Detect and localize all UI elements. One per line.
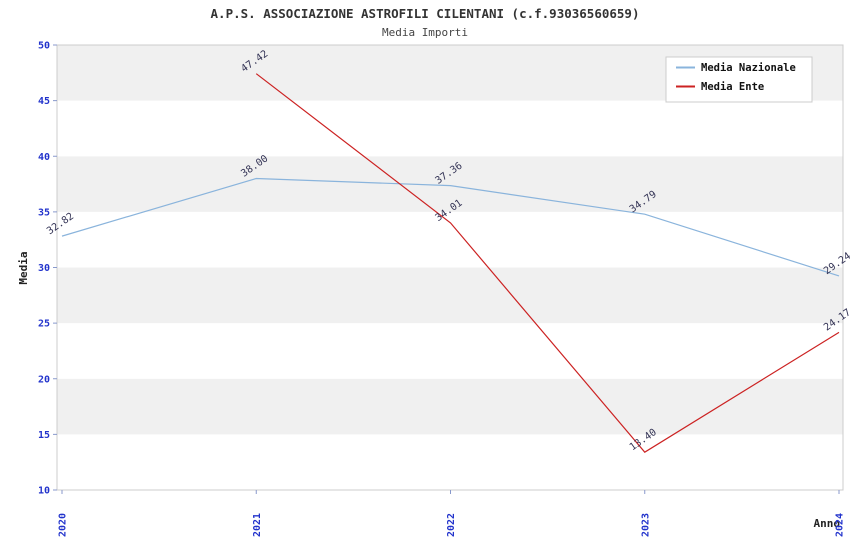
plot-band	[57, 211, 843, 268]
y-tick-label: 50	[38, 41, 50, 52]
plot-band	[57, 434, 843, 490]
plot-band	[57, 156, 843, 212]
y-tick-label: 20	[38, 374, 50, 385]
y-tick-label: 40	[38, 152, 50, 163]
chart-title: A.P.S. ASSOCIAZIONE ASTROFILI CILENTANI …	[211, 6, 640, 21]
y-tick-label: 25	[38, 319, 50, 330]
y-tick-label: 10	[38, 486, 50, 497]
x-tick-label: 2023	[640, 513, 651, 537]
plot-band	[57, 100, 843, 157]
plot-band	[57, 267, 843, 324]
plot-band	[57, 378, 843, 435]
series-line	[61, 177, 840, 277]
x-tick-label: 2022	[446, 513, 457, 537]
x-tick-label: 2020	[58, 513, 69, 537]
legend-label: Media Ente	[701, 81, 764, 93]
plot-band	[57, 323, 843, 379]
legend-box	[665, 56, 813, 103]
legend-label: Media Nazionale	[701, 62, 796, 74]
chart-subtitle: Media Importi	[382, 26, 468, 39]
x-axis-title: Anno	[814, 517, 841, 530]
y-tick-label: 15	[38, 430, 50, 441]
x-tick-label: 2021	[252, 513, 263, 537]
x-tick-label: 2024	[835, 513, 846, 537]
series-line	[255, 73, 840, 453]
y-tick-label: 45	[38, 96, 50, 107]
y-axis-title: Media	[17, 251, 30, 284]
y-tick-label: 35	[38, 207, 50, 218]
y-tick-label: 30	[38, 263, 50, 274]
